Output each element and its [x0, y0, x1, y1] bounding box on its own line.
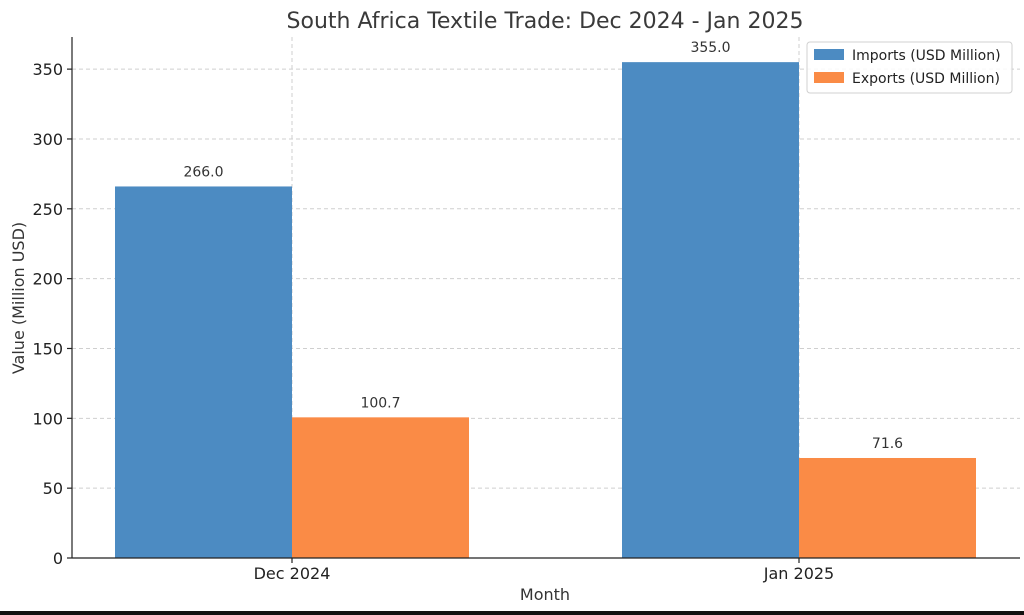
y-tick-label: 0: [53, 549, 63, 568]
y-axis-label: Value (Million USD): [9, 222, 28, 374]
bar-exports: [799, 457, 976, 558]
chart-title: South Africa Textile Trade: Dec 2024 - J…: [287, 9, 804, 34]
y-tick-label: 200: [32, 270, 63, 289]
x-ticks: Dec 2024 Jan 2025: [254, 558, 834, 583]
bar-imports: [622, 62, 799, 558]
bars: [115, 62, 976, 559]
y-tick-label: 300: [32, 130, 63, 149]
y-tick-label: 250: [32, 200, 63, 219]
bar-imports: [115, 186, 292, 559]
bottom-rule: [0, 611, 1024, 615]
y-tick-label: 50: [43, 479, 63, 498]
y-ticks: 0 50 100 150 200 250 300 350: [32, 60, 72, 568]
y-tick-label: 350: [32, 60, 63, 79]
bar-exports: [292, 417, 469, 558]
legend-swatch-imports: [814, 49, 844, 60]
y-tick-label: 100: [32, 409, 63, 428]
data-label-exports: 100.7: [360, 395, 400, 411]
y-tick-label: 150: [32, 339, 63, 358]
data-labels: 266.0 355.0 100.7 71.6: [183, 40, 903, 452]
legend: Imports (USD Million) Exports (USD Milli…: [806, 41, 1013, 94]
x-axis-label: Month: [520, 585, 570, 604]
legend-label-imports: Imports (USD Million): [852, 48, 1001, 64]
x-tick-label: Dec 2024: [254, 564, 331, 583]
data-label-imports: 266.0: [183, 164, 223, 180]
data-label-imports: 355.0: [690, 40, 730, 56]
data-label-exports: 71.6: [872, 436, 903, 452]
legend-label-exports: Exports (USD Million): [852, 71, 1000, 87]
legend-swatch-exports: [814, 72, 844, 83]
x-tick-label: Jan 2025: [763, 564, 834, 583]
axes: [71, 37, 1020, 559]
legend-frame: [806, 41, 1013, 94]
